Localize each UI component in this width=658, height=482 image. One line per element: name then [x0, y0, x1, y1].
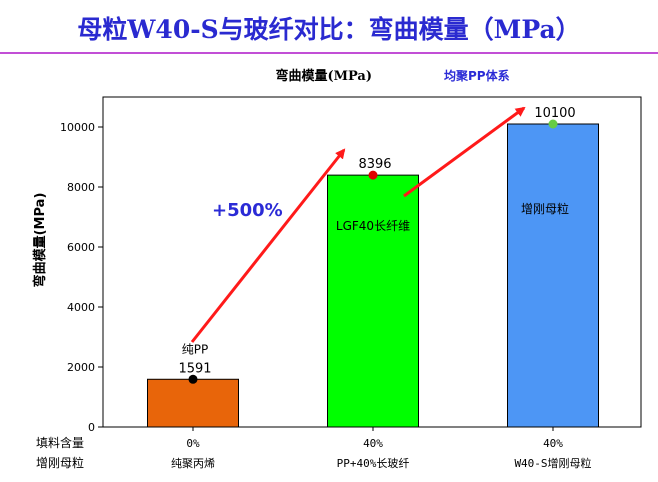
bar-marker — [368, 170, 378, 180]
y-axis: 0 2000 4000 6000 8000 10000 — [60, 121, 103, 434]
row-header-masterbatch: 增刚母粒 — [36, 455, 84, 470]
bar-marker — [548, 119, 558, 129]
row-header-fill: 填料含量 — [36, 435, 84, 450]
category-label: W40-S增刚母粒 — [514, 456, 591, 470]
category-label: 纯聚丙烯 — [171, 457, 215, 470]
y-tick-label: 8000 — [67, 181, 95, 194]
bar — [507, 123, 599, 428]
fill-level-label: 40% — [363, 437, 383, 450]
arrow-lgf-to-w40s — [403, 106, 526, 198]
growth-arrows — [190, 106, 526, 343]
y-tick-label: 2000 — [67, 361, 95, 374]
title-divider — [0, 52, 658, 54]
fill-level-label: 0% — [186, 437, 200, 450]
y-axis-label: 弯曲模量(MPa) — [32, 193, 48, 288]
value-label: 8396 — [358, 157, 391, 172]
y-tick-label: 4000 — [67, 301, 95, 314]
x-axis: 0% 纯聚丙烯 40% PP+40%长玻纤 40% W40-S增刚母粒 — [171, 427, 592, 470]
increase-annotation: +500% — [212, 200, 283, 221]
value-label: 1591 — [178, 361, 211, 376]
y-tick-label: 6000 — [67, 241, 95, 254]
bar — [147, 378, 239, 428]
chart-subtitle: 均聚PP体系 — [444, 68, 510, 83]
bar-caption: 纯PP — [182, 342, 208, 356]
bar-marker — [188, 374, 198, 384]
y-tick-label: 10000 — [60, 121, 95, 134]
bar-caption: LGF40长纤维 — [336, 219, 410, 233]
bar — [327, 174, 419, 428]
arrow-pp-to-lgf — [190, 148, 346, 343]
slide-title: 母粒W40-S与玻纤对比：弯曲模量（MPa） — [77, 15, 581, 44]
value-label: 10100 — [534, 106, 575, 121]
bar-caption: 增刚母粒 — [521, 201, 569, 216]
bars: 1591 8396 10100 纯PP LGF40长纤维 增刚母粒 — [147, 106, 599, 428]
category-label: PP+40%长玻纤 — [337, 457, 410, 470]
chart-title: 弯曲模量(MPa) — [275, 68, 372, 84]
y-tick-label: 0 — [88, 421, 95, 434]
fill-level-label: 40% — [543, 437, 563, 450]
